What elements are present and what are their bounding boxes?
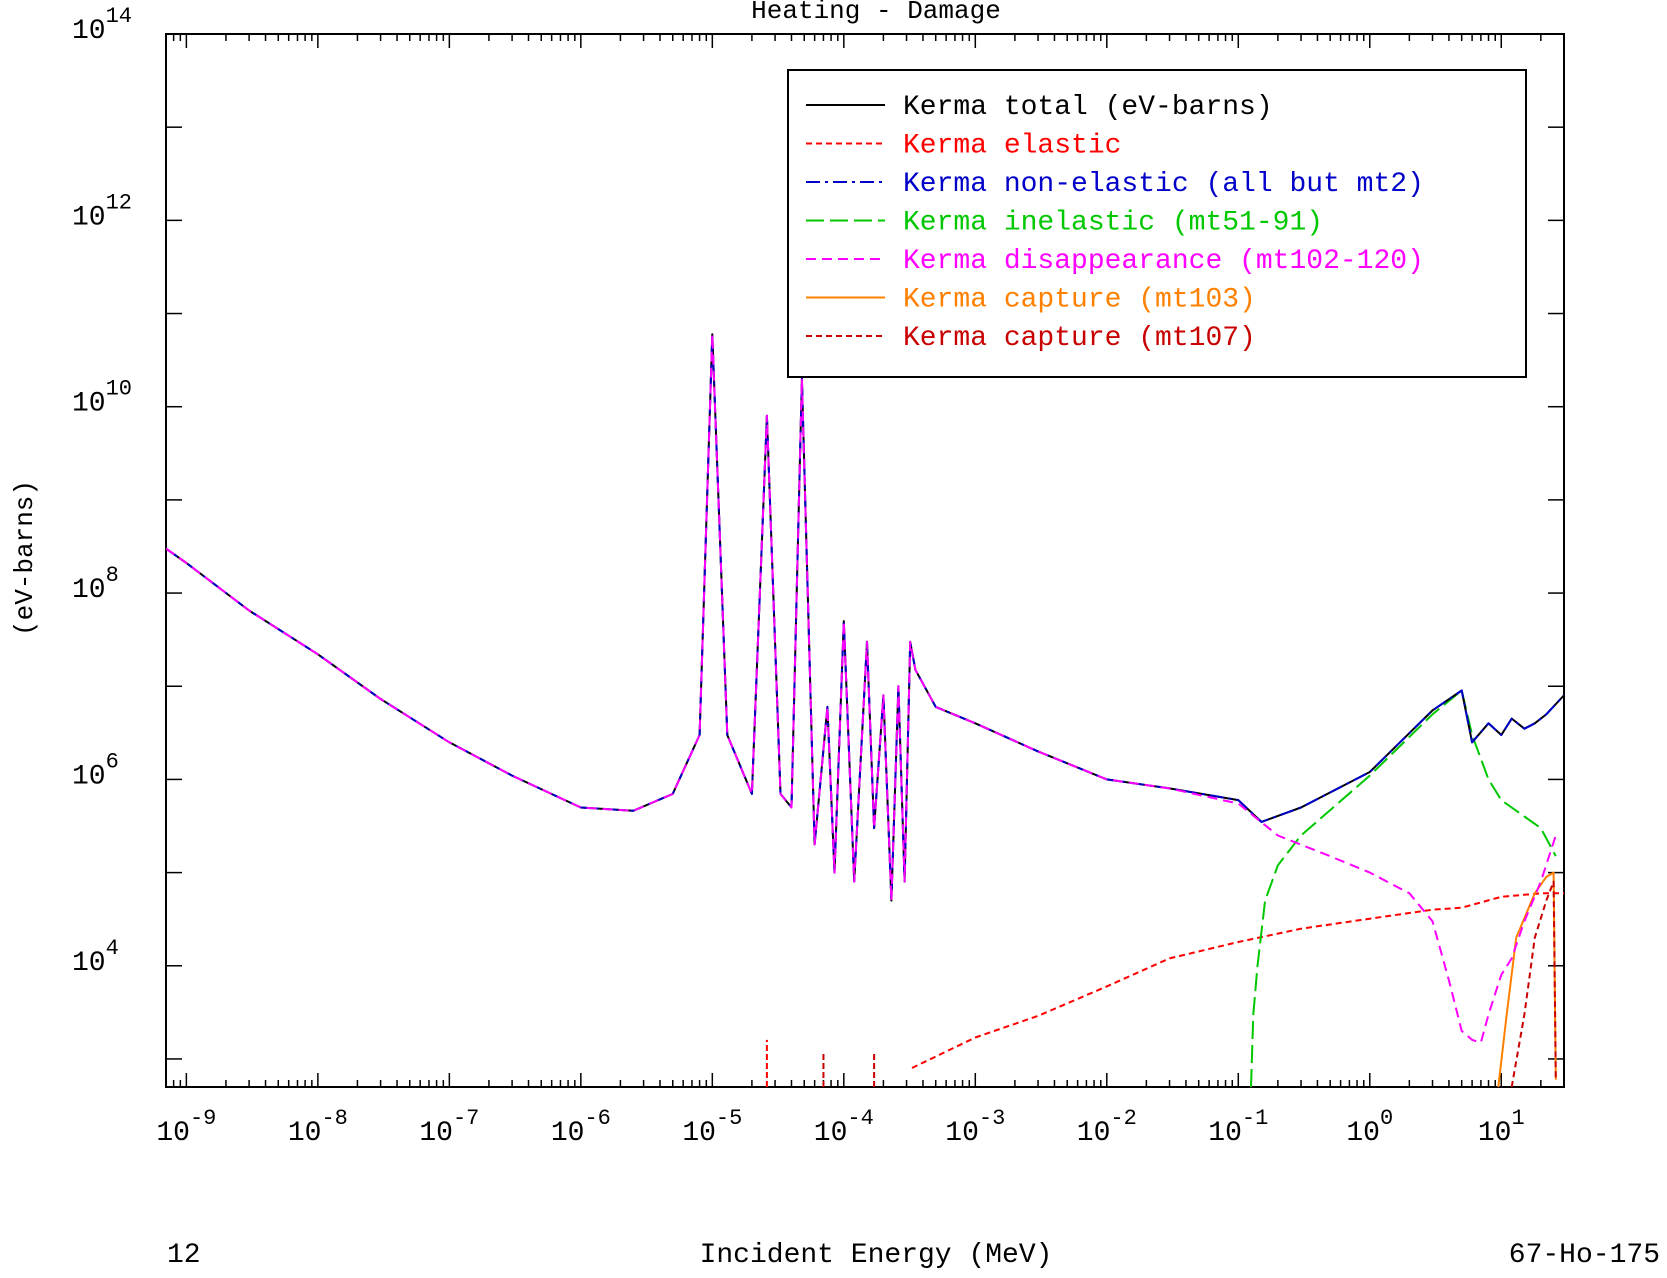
y-tick-label: 106	[72, 749, 119, 792]
series-line-kerma-capture-mt107	[1510, 880, 1557, 1087]
chart-title: Heating - Damage	[751, 0, 1001, 26]
x-axis-label: Incident Energy (MeV)	[700, 1240, 1053, 1271]
x-tick-label: 10-9	[156, 1106, 216, 1149]
x-tick-label: 10-8	[288, 1106, 348, 1149]
y-tick-label: 104	[72, 936, 119, 979]
legend-label: Kerma capture (mt103)	[903, 285, 1256, 316]
x-tick-label: 10-2	[1077, 1106, 1137, 1149]
legend-label: Kerma elastic	[903, 131, 1121, 162]
x-tick-label: 101	[1478, 1106, 1525, 1149]
y-tick-label: 1010	[72, 377, 132, 420]
x-tick-label: 10-5	[682, 1106, 742, 1149]
y-tick-label: 1012	[72, 190, 132, 233]
series-line-kerma-elastic	[911, 892, 1564, 1069]
legend-label: Kerma total (eV-barns)	[903, 92, 1273, 123]
footer-left: 12	[167, 1240, 201, 1271]
legend-label: Kerma disappearance (mt102-120)	[903, 246, 1424, 277]
tick-labels: 10-9 10-8 10-7 10-6 10-5 10-4 10-3 10-2 10-1 100 1…	[72, 4, 1525, 1149]
y-tick-label: 108	[72, 563, 119, 606]
series-line-kerma-total--ev-barns	[166, 333, 1564, 902]
x-tick-label: 10-4	[814, 1106, 874, 1149]
legend-entries: Kerma total (eV-barns) Kerma elastic Kerma…	[806, 92, 1424, 354]
axes	[165, 33, 1565, 1088]
series-line-kerma-disappearance-mt102-120	[166, 333, 1557, 1044]
y-axis-label: (eV-barns)	[10, 480, 40, 636]
x-tick-label: 10-7	[419, 1106, 479, 1149]
y-tick-label: 1014	[72, 4, 132, 47]
legend-label: Kerma inelastic (mt51-91)	[903, 208, 1323, 239]
legend-box	[787, 69, 1527, 378]
x-tick-label: 100	[1346, 1106, 1393, 1149]
legend-label: Kerma capture (mt107)	[903, 323, 1256, 354]
x-tick-label: 10-1	[1208, 1106, 1268, 1149]
legend-label: Kerma non-elastic (all but mt2)	[903, 169, 1424, 200]
plot-frame	[165, 33, 1565, 1088]
x-tick-label: 10-6	[551, 1106, 611, 1149]
series-line-kerma-non-elastic-all-but-mt2	[166, 333, 1564, 902]
series-layer	[166, 333, 1564, 1087]
series-line-kerma-inelastic-mt51-91	[1250, 689, 1557, 1087]
series-group	[166, 333, 1564, 1087]
x-tick-label: 10-3	[945, 1106, 1005, 1149]
series-line-kerma-capture-mt103	[1497, 871, 1557, 1087]
legend: Kerma total (eV-barns) Kerma elastic Kerma…	[787, 69, 1527, 378]
footer-right: 67-Ho-175	[1509, 1240, 1660, 1271]
